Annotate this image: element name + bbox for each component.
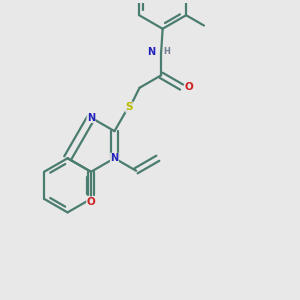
Text: N: N [110,153,118,163]
Text: N: N [87,112,95,123]
Text: O: O [184,82,193,92]
Text: H: H [164,46,170,56]
Text: S: S [126,102,133,112]
Text: N: N [147,47,155,57]
Text: O: O [87,197,95,207]
